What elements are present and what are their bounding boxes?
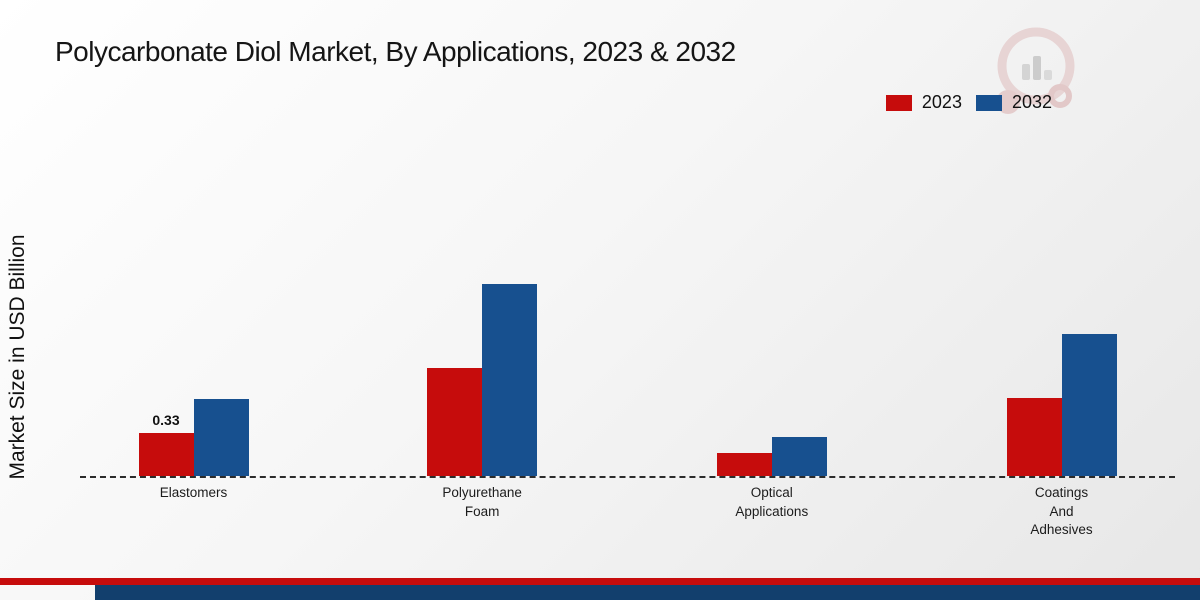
bar-value-label-2023-elastomers: 0.33 <box>152 412 180 428</box>
legend-label-2023: 2023 <box>921 92 962 112</box>
bar-2032-polyurethane-foam <box>482 284 538 476</box>
bar-group-optical-applications <box>716 437 827 476</box>
bar-2023-polyurethane-foam <box>427 368 483 476</box>
bar-2032-coatings-and-adhesives <box>1061 334 1117 476</box>
bar-group-polyurethane-foam <box>427 284 538 476</box>
legend-item-2032: 2032 <box>975 92 1052 113</box>
bar-2032-elastomers <box>193 399 249 476</box>
plot-area: 0.33 <box>85 0 1170 476</box>
legend-label-2032: 2032 <box>1011 92 1052 112</box>
bar-2023-elastomers: 0.33 <box>138 412 194 476</box>
x-axis-baseline <box>80 476 1175 478</box>
legend: 2023 2032 <box>885 92 1052 113</box>
footer-red-strip <box>0 578 1200 585</box>
bar-2023-coatings-and-adhesives <box>1006 398 1062 476</box>
x-axis-category-labels: Elastomers Polyurethane Foam Optical Applica… <box>85 484 1170 554</box>
category-label-coatings-and-adhesives: Coatings And Adhesives <box>1030 485 1093 537</box>
category-label-polyurethane-foam: Polyurethane Foam <box>442 485 522 519</box>
bar-2023-optical-applications <box>716 453 772 476</box>
footer-navy-strip <box>95 585 1200 600</box>
legend-swatch-2032 <box>975 94 1002 111</box>
y-axis-label: Market Size in USD Billion <box>6 234 29 480</box>
legend-item-2023: 2023 <box>885 92 962 113</box>
category-label-elastomers: Elastomers <box>159 485 228 500</box>
bar-group-coatings-and-adhesives <box>1006 334 1117 476</box>
bar-group-elastomers: 0.33 <box>138 399 249 476</box>
category-label-optical-applications: Optical Applications <box>735 485 809 519</box>
bar-2032-optical-applications <box>771 437 827 476</box>
legend-swatch-2023 <box>885 94 912 111</box>
chart-title: Polycarbonate Diol Market, By Applicatio… <box>55 36 736 67</box>
market-research-logo-watermark <box>996 27 1075 114</box>
